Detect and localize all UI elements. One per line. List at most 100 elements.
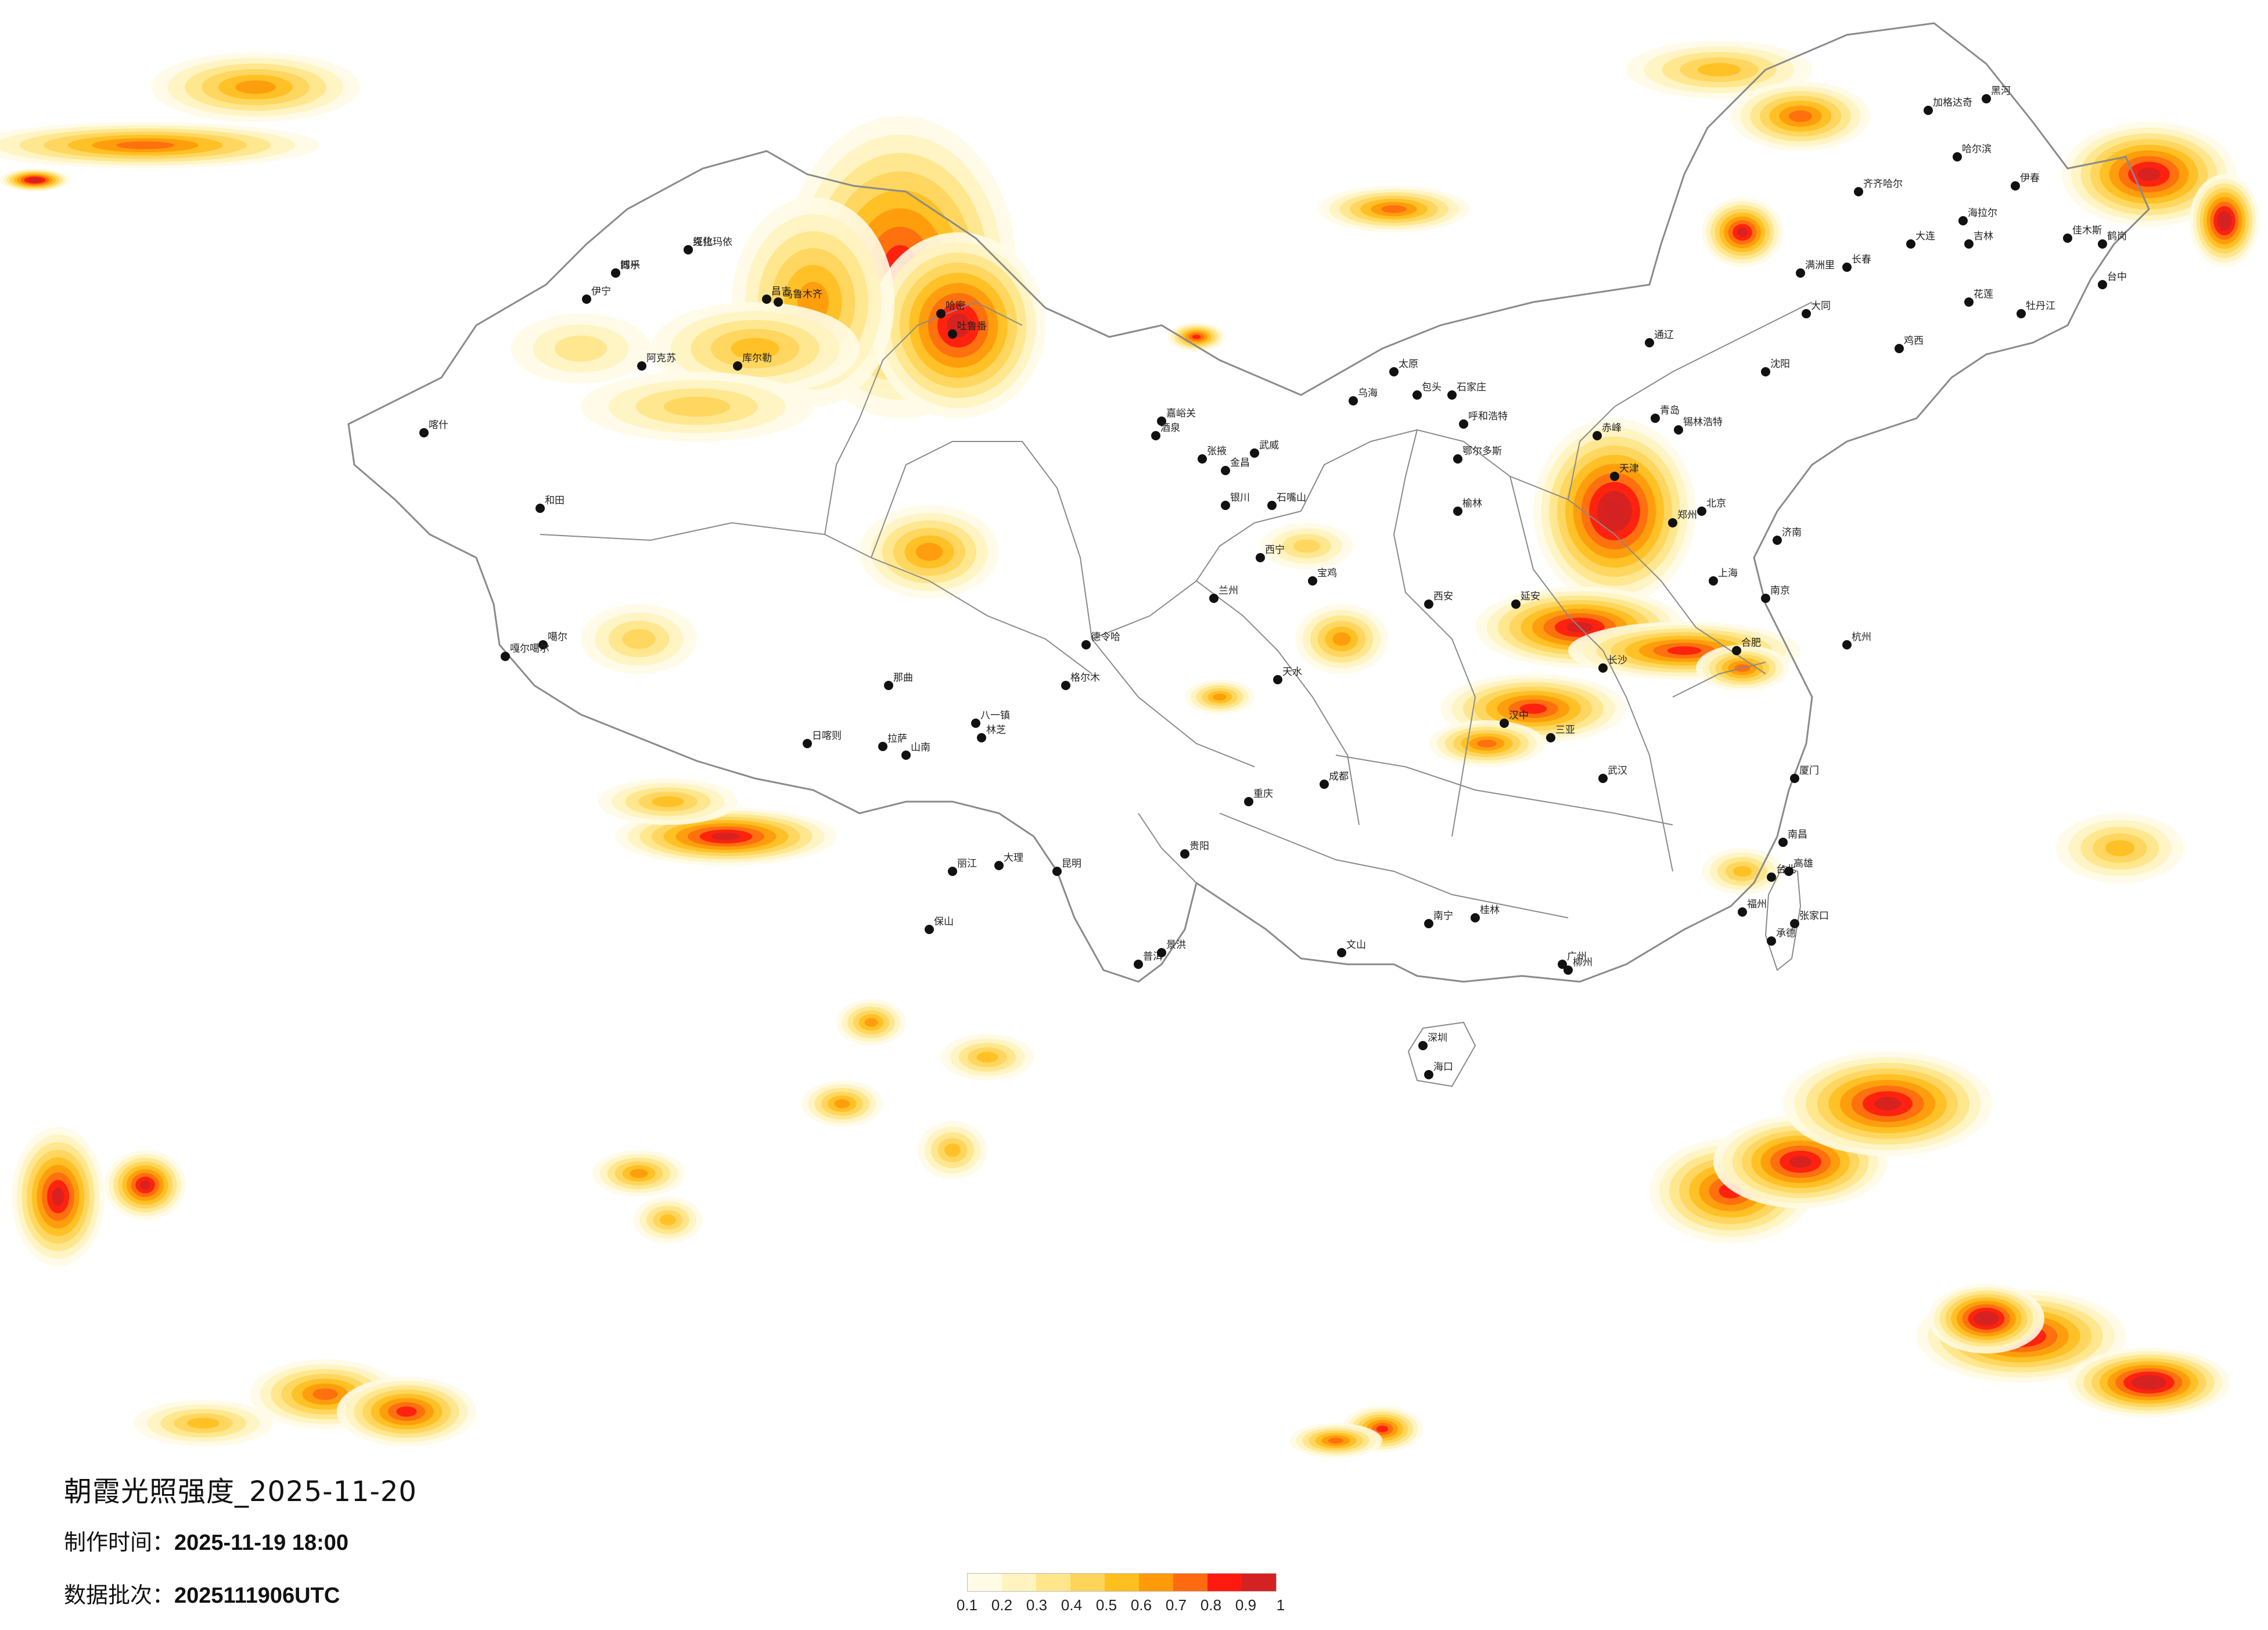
city-label: 吉林 — [1974, 231, 1993, 242]
city-label: 哈尔滨 — [1962, 143, 1992, 155]
intensity-patch — [1213, 694, 1227, 701]
city-label: 兰州 — [1219, 585, 1238, 597]
city-dot — [1964, 239, 1974, 249]
intensity-patch — [187, 1417, 220, 1429]
colorbar-swatch — [1002, 1574, 1036, 1591]
city-label: 赤峰 — [1602, 422, 1622, 434]
city-dot — [1790, 919, 1799, 928]
intensity-patch — [1667, 646, 1702, 655]
city-dot — [501, 652, 510, 661]
city-dot — [419, 428, 429, 437]
city-label: 鄂尔多斯 — [1462, 446, 1502, 457]
city-dot — [1982, 94, 1991, 103]
city-dot — [1906, 239, 1915, 249]
intensity-patch — [663, 396, 731, 417]
city-dot — [2011, 181, 2020, 191]
city-label: 昆明 — [1062, 858, 1081, 870]
city-dot — [878, 742, 887, 751]
city-label: 北京 — [1706, 498, 1726, 509]
city-label: 贵阳 — [1189, 841, 1209, 852]
city-dot — [1767, 873, 1776, 882]
city-label: 张掖 — [1207, 446, 1227, 457]
city-label: 武汉 — [1608, 765, 1627, 777]
intensity-patch — [1332, 632, 1351, 646]
city-dot — [1221, 501, 1230, 510]
intensity-patch — [396, 1406, 417, 1417]
city-label: 伊宁 — [591, 286, 611, 297]
city-dot — [1802, 309, 1811, 318]
city-label: 那曲 — [893, 672, 913, 684]
city-label: 青岛 — [1660, 405, 1680, 417]
city-label: 黑河 — [1991, 85, 2011, 97]
city-dot — [1052, 867, 1062, 876]
intensity-patch — [915, 543, 943, 561]
city-label: 满洲里 — [1805, 260, 1835, 271]
colorbar-tick-label: 0.8 — [1200, 1596, 1222, 1614]
city-dot — [1610, 472, 1619, 481]
colorbar-tick-label: 0.9 — [1235, 1596, 1257, 1614]
city-label: 三亚 — [1555, 724, 1575, 736]
intensity-patch — [1733, 866, 1752, 877]
city-dot — [1180, 849, 1189, 859]
city-dot — [762, 295, 771, 304]
city-label: 锡林浩特 — [1683, 417, 1723, 428]
colorbar-tick-label: 0.3 — [1026, 1596, 1048, 1614]
intensity-patch — [834, 1099, 850, 1108]
city-label: 乌海 — [1358, 387, 1378, 399]
city-label: 噶尔 — [548, 631, 567, 643]
city-dot — [1563, 965, 1573, 975]
city-dot — [1424, 919, 1433, 928]
city-dot — [535, 504, 545, 513]
city-label: 天津 — [1619, 463, 1639, 475]
city-label: 榆林 — [1462, 498, 1482, 509]
batch-label: 数据批次： — [64, 1582, 175, 1608]
city-label: 柳州 — [1573, 957, 1593, 968]
colorbar-legend: 0.1 0.2 0.3 0.4 0.5 0.6 0.7 0.8 0.9 1 — [957, 1573, 1285, 1615]
city-dot — [1273, 675, 1282, 684]
city-label: 德令哈 — [1091, 631, 1120, 643]
city-label: 西宁 — [1265, 544, 1285, 556]
colorbar-swatch — [1139, 1574, 1173, 1591]
city-label: 台中 — [2107, 271, 2127, 283]
city-label: 长春 — [1852, 254, 1871, 265]
city-label: 成都 — [1329, 771, 1349, 782]
city-dot — [1198, 454, 1207, 464]
city-label: 伊春 — [2020, 173, 2040, 184]
city-dot — [936, 309, 946, 318]
city-dot — [1668, 518, 1677, 527]
intensity-patch — [630, 1169, 648, 1178]
city-dot — [538, 640, 548, 649]
city-dot — [1593, 431, 1602, 440]
city-label: 丽江 — [957, 858, 977, 870]
city-label: 喀什 — [429, 419, 448, 431]
city-dot — [1598, 663, 1608, 673]
city-dot — [1081, 640, 1091, 649]
intensity-patch — [2137, 167, 2161, 181]
intensity-patch — [2105, 840, 2135, 856]
city-dot — [1854, 187, 1863, 196]
city-label: 长沙 — [1608, 655, 1627, 666]
city-dot — [2098, 239, 2107, 249]
city-dot — [901, 751, 911, 760]
city-dot — [1784, 867, 1793, 876]
city-dot — [1767, 936, 1776, 946]
intensity-patch — [139, 1180, 151, 1190]
intensity-patch — [944, 1143, 961, 1157]
colorbar-swatch — [1242, 1574, 1276, 1591]
city-label: 嘎尔噶尔 — [510, 643, 549, 655]
city-dot — [1424, 599, 1433, 609]
city-label: 延安 — [1521, 591, 1540, 602]
intensity-patch — [622, 629, 656, 649]
city-label: 牡丹江 — [2026, 300, 2055, 312]
city-dot — [1842, 640, 1852, 649]
city-label: 克拉玛依 — [693, 236, 732, 248]
city-dot — [1558, 960, 1567, 969]
made-time-label: 制作时间： — [64, 1530, 175, 1555]
city-dot — [1732, 646, 1741, 655]
intensity-patch — [1737, 228, 1748, 237]
city-label: 深圳 — [1428, 1032, 1447, 1044]
city-dot — [1157, 948, 1166, 957]
city-label: 昌吉 — [771, 286, 791, 297]
intensity-patch — [976, 1051, 998, 1063]
